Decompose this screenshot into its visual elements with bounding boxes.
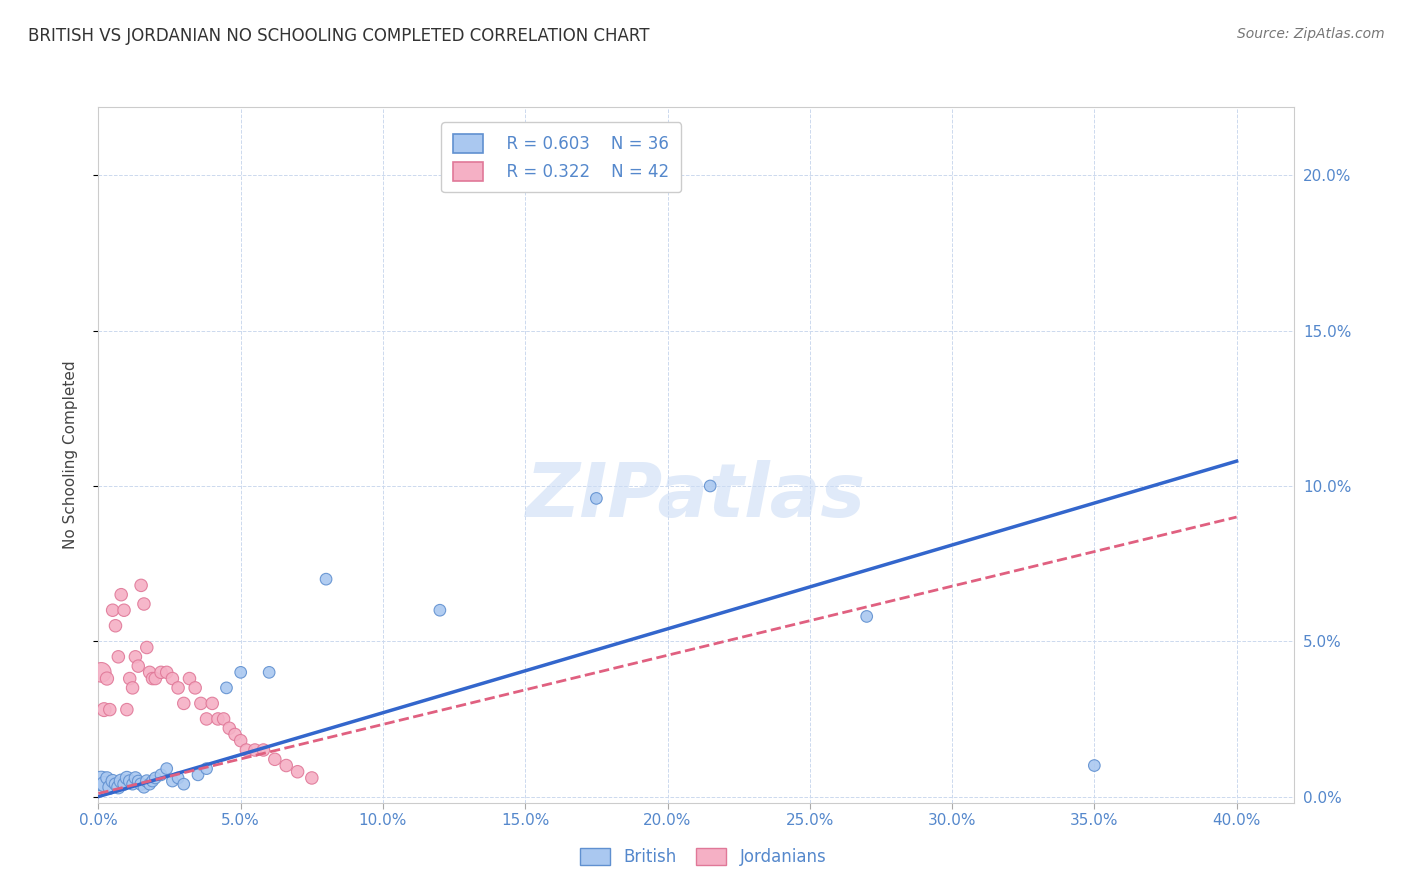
Point xyxy=(429,603,451,617)
Point xyxy=(218,721,240,735)
Point xyxy=(315,572,337,586)
Point xyxy=(141,774,163,789)
Point xyxy=(104,777,127,791)
Point xyxy=(98,703,121,717)
Point xyxy=(129,777,152,791)
Text: BRITISH VS JORDANIAN NO SCHOOLING COMPLETED CORRELATION CHART: BRITISH VS JORDANIAN NO SCHOOLING COMPLE… xyxy=(28,27,650,45)
Point xyxy=(263,752,285,766)
Point xyxy=(135,640,157,655)
Point xyxy=(156,665,179,680)
Point xyxy=(124,771,146,785)
Text: Source: ZipAtlas.com: Source: ZipAtlas.com xyxy=(1237,27,1385,41)
Point xyxy=(143,672,166,686)
Point xyxy=(167,771,190,785)
Point xyxy=(127,774,149,789)
Point xyxy=(124,649,146,664)
Point xyxy=(224,727,246,741)
Point xyxy=(127,659,149,673)
Point xyxy=(110,774,132,789)
Point xyxy=(96,672,118,686)
Point xyxy=(150,665,173,680)
Point xyxy=(1083,758,1105,772)
Point xyxy=(93,777,115,791)
Point xyxy=(167,681,190,695)
Point xyxy=(252,743,274,757)
Y-axis label: No Schooling Completed: No Schooling Completed xyxy=(63,360,77,549)
Point xyxy=(96,771,118,785)
Point xyxy=(229,665,252,680)
Point xyxy=(855,609,877,624)
Point xyxy=(156,762,179,776)
Point xyxy=(162,774,184,789)
Point xyxy=(101,774,124,789)
Point xyxy=(129,578,152,592)
Point xyxy=(276,758,298,772)
Point xyxy=(132,780,155,795)
Point xyxy=(207,712,229,726)
Point xyxy=(141,672,163,686)
Point xyxy=(107,780,129,795)
Text: ZIPatlas: ZIPatlas xyxy=(526,460,866,533)
Point xyxy=(187,768,209,782)
Point xyxy=(215,681,238,695)
Point xyxy=(110,588,132,602)
Point xyxy=(93,703,115,717)
Point xyxy=(90,665,112,680)
Point xyxy=(143,771,166,785)
Point xyxy=(118,672,141,686)
Point xyxy=(173,777,195,791)
Point xyxy=(121,681,143,695)
Point xyxy=(162,672,184,686)
Point xyxy=(190,697,212,711)
Point xyxy=(104,619,127,633)
Point xyxy=(112,603,135,617)
Point xyxy=(184,681,207,695)
Point xyxy=(90,774,112,789)
Point xyxy=(115,771,138,785)
Point xyxy=(699,479,721,493)
Point xyxy=(150,768,173,782)
Point xyxy=(287,764,309,779)
Point xyxy=(585,491,607,506)
Legend:   R = 0.603    N = 36,   R = 0.322    N = 42: R = 0.603 N = 36, R = 0.322 N = 42 xyxy=(441,122,681,193)
Point xyxy=(173,697,195,711)
Point xyxy=(138,665,160,680)
Point xyxy=(301,771,323,785)
Point xyxy=(195,712,218,726)
Legend: British, Jordanians: British, Jordanians xyxy=(571,840,835,875)
Point xyxy=(135,774,157,789)
Point xyxy=(201,697,224,711)
Point xyxy=(98,780,121,795)
Point xyxy=(257,665,280,680)
Point xyxy=(138,777,160,791)
Point xyxy=(195,762,218,776)
Point xyxy=(118,774,141,789)
Point xyxy=(235,743,257,757)
Point xyxy=(121,777,143,791)
Point xyxy=(212,712,235,726)
Point xyxy=(243,743,266,757)
Point xyxy=(132,597,155,611)
Point xyxy=(179,672,201,686)
Point xyxy=(229,733,252,747)
Point xyxy=(101,603,124,617)
Point xyxy=(115,703,138,717)
Point xyxy=(112,777,135,791)
Point xyxy=(107,649,129,664)
